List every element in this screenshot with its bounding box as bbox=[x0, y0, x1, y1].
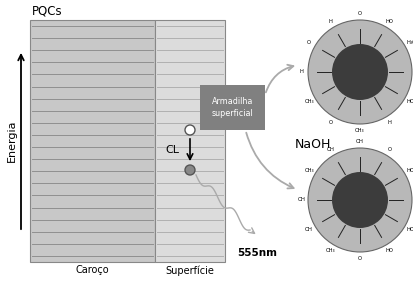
Text: NaOH: NaOH bbox=[294, 139, 330, 151]
Bar bbox=[30, 20, 154, 262]
Circle shape bbox=[331, 44, 387, 100]
Text: O: O bbox=[357, 11, 361, 16]
Text: OH: OH bbox=[355, 139, 363, 144]
Bar bbox=[199, 85, 264, 130]
Text: CL: CL bbox=[165, 145, 178, 155]
Text: PQCs: PQCs bbox=[32, 4, 62, 17]
Text: O: O bbox=[328, 120, 332, 125]
Text: H₃C: H₃C bbox=[405, 40, 413, 45]
Text: O: O bbox=[306, 40, 310, 45]
Text: OH: OH bbox=[304, 227, 312, 232]
Text: H: H bbox=[387, 120, 390, 125]
Circle shape bbox=[307, 148, 411, 252]
Text: H: H bbox=[299, 69, 302, 75]
Text: CH₃: CH₃ bbox=[304, 99, 313, 104]
Circle shape bbox=[185, 165, 195, 175]
Text: HO: HO bbox=[385, 248, 392, 253]
Text: 555nm: 555nm bbox=[236, 248, 276, 258]
Text: Caroço: Caroço bbox=[76, 265, 109, 275]
Circle shape bbox=[331, 172, 387, 228]
Text: HO: HO bbox=[406, 99, 413, 104]
Text: Energia: Energia bbox=[7, 120, 17, 162]
Text: OH: OH bbox=[297, 198, 304, 202]
Bar bbox=[154, 20, 224, 262]
Text: Armadilha
superficial: Armadilha superficial bbox=[211, 97, 253, 118]
Text: CH₃: CH₃ bbox=[325, 248, 335, 253]
Text: HO: HO bbox=[385, 19, 392, 24]
Text: HO: HO bbox=[406, 227, 413, 232]
Text: HO: HO bbox=[406, 168, 413, 173]
Text: CH₃: CH₃ bbox=[354, 128, 364, 133]
Circle shape bbox=[185, 125, 195, 135]
Text: CH₃: CH₃ bbox=[304, 168, 313, 173]
Text: H: H bbox=[328, 19, 332, 24]
Text: OH: OH bbox=[326, 147, 334, 151]
Circle shape bbox=[307, 20, 411, 124]
Text: O: O bbox=[357, 256, 361, 261]
Text: Superfície: Superfície bbox=[165, 265, 214, 276]
Text: O: O bbox=[387, 147, 390, 151]
